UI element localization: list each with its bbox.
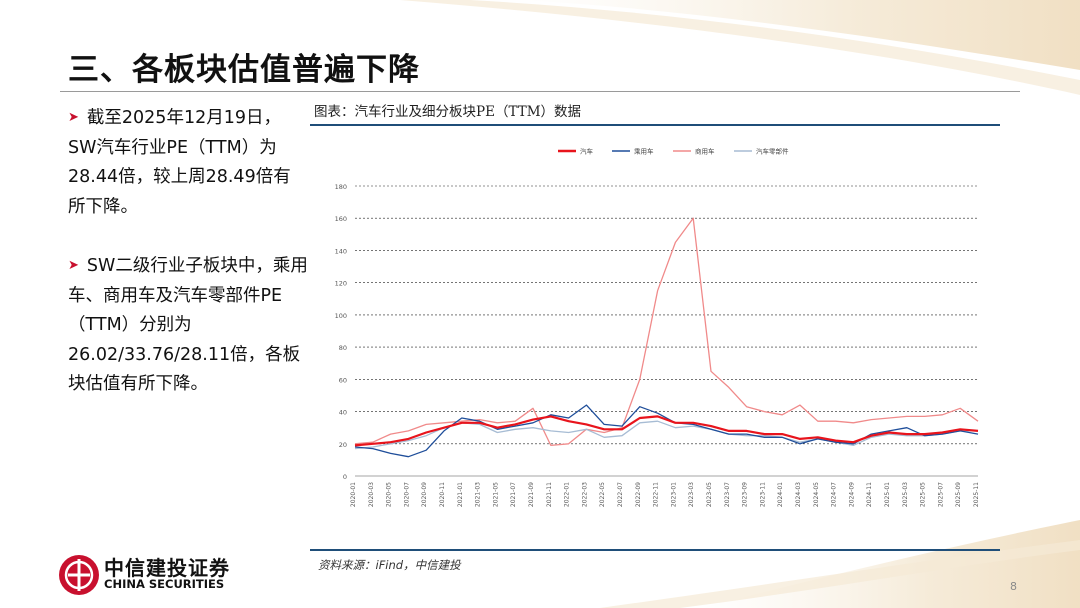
x-tick-label: 2021-05 — [492, 482, 499, 507]
legend-label: 汽车 — [580, 147, 594, 156]
y-tick-label: 80 — [339, 344, 347, 352]
x-tick-label: 2024-11 — [866, 482, 873, 507]
series-line-4 — [354, 420, 978, 450]
y-tick-label: 0 — [343, 473, 347, 481]
source-divider — [310, 549, 1000, 551]
legend-label: 商用车 — [695, 147, 715, 156]
x-tick-label: 2025-03 — [902, 482, 909, 507]
x-tick-label: 2020-05 — [386, 482, 393, 507]
page-number: 8 — [1010, 580, 1017, 593]
caption-divider — [310, 124, 1000, 126]
x-tick-label: 2025-05 — [920, 482, 927, 507]
y-tick-label: 180 — [335, 183, 347, 191]
x-tick-label: 2022-09 — [635, 482, 642, 507]
x-tick-label: 2023-11 — [759, 482, 766, 507]
x-tick-label: 2025-11 — [973, 482, 980, 507]
x-tick-label: 2022-07 — [617, 482, 624, 507]
bullet-text: SW二级行业子板块中，乘用车、商用车及汽车零部件PE（TTM）分别为26.02/… — [68, 256, 308, 394]
series-line-2 — [354, 404, 979, 458]
y-tick-label: 60 — [339, 376, 347, 384]
x-tick-label: 2025-09 — [955, 482, 962, 507]
logo-chinese-name: 中信建投证券 — [104, 556, 230, 580]
x-tick-label: 2024-09 — [848, 482, 855, 507]
x-tick-label: 2021-11 — [546, 482, 553, 507]
x-tick-label: 2021-01 — [457, 482, 464, 507]
y-tick-label: 120 — [335, 280, 347, 288]
x-tick-label: 2022-05 — [599, 482, 606, 507]
x-tick-label: 2025-01 — [884, 482, 891, 507]
y-tick-label: 40 — [339, 409, 347, 417]
x-tick-label: 2023-01 — [670, 482, 677, 507]
legend-label: 汽车零部件 — [756, 147, 789, 156]
pe-line-chart: 0 20 40 60 80 100 120 140 160 180 2020-01 2020-03 20… — [335, 147, 980, 508]
x-tick-label: 2025-07 — [937, 482, 944, 507]
x-tick-label: 2024-05 — [813, 482, 820, 507]
x-tick-label: 2021-07 — [510, 482, 517, 507]
y-tick-label: 20 — [339, 441, 347, 449]
x-tick-label: 2022-11 — [653, 482, 660, 507]
chart-caption: 图表：汽车行业及细分板块PE（TTM）数据 — [314, 104, 582, 120]
y-tick-label: 160 — [335, 215, 347, 223]
x-tick-label: 2020-01 — [350, 482, 357, 507]
x-tick-label: 2024-03 — [795, 482, 802, 507]
x-tick-label: 2020-09 — [421, 482, 428, 507]
x-tick-label: 2022-03 — [581, 482, 588, 507]
x-tick-label: 2020-07 — [403, 482, 410, 507]
x-tick-label: 2023-03 — [688, 482, 695, 507]
logo-english-name: CHINA SECURITIES — [104, 577, 225, 591]
bullet-arrow-icon: ➤ — [68, 258, 79, 273]
x-tick-label: 2023-09 — [742, 482, 749, 507]
bullet-item: ➤ 截至2025年12月19日，SW汽车行业PE（TTM）为28.44倍，较上周2… — [68, 103, 308, 222]
series-line-1 — [354, 415, 979, 447]
x-tick-label: 2023-05 — [706, 482, 713, 507]
page-title: 三、各板块估值普遍下降 — [68, 52, 420, 88]
bullet-list: ➤ 截至2025年12月19日，SW汽车行业PE（TTM）为28.44倍，较上周2… — [68, 103, 308, 429]
y-tick-label: 100 — [335, 312, 347, 320]
x-tick-label: 2023-07 — [724, 482, 731, 507]
x-tick-label: 2024-07 — [831, 482, 838, 507]
company-logo: 中信建投证券 CHINA SECURITIES — [58, 552, 238, 598]
source-note: 资料来源：iFind，中信建投 — [318, 558, 461, 572]
title-divider — [60, 91, 1020, 92]
bullet-item: ➤ SW二级行业子板块中，乘用车、商用车及汽车零部件PE（TTM）分别为26.02… — [68, 251, 308, 400]
bullet-text: 截至2025年12月19日，SW汽车行业PE（TTM）为28.44倍，较上周28… — [68, 108, 291, 217]
logo-emblem-icon — [59, 555, 99, 595]
x-tick-label: 2020-03 — [368, 482, 375, 507]
y-tick-label: 140 — [335, 247, 347, 255]
x-tick-label: 2024-01 — [777, 482, 784, 507]
x-tick-label: 2021-03 — [475, 482, 482, 507]
x-tick-label: 2021-09 — [528, 482, 535, 507]
legend-label: 乘用车 — [634, 147, 654, 156]
bullet-arrow-icon: ➤ — [68, 110, 79, 125]
series-line-3 — [354, 217, 979, 447]
x-tick-label: 2022-01 — [564, 482, 571, 507]
x-tick-label: 2020-11 — [439, 482, 446, 507]
